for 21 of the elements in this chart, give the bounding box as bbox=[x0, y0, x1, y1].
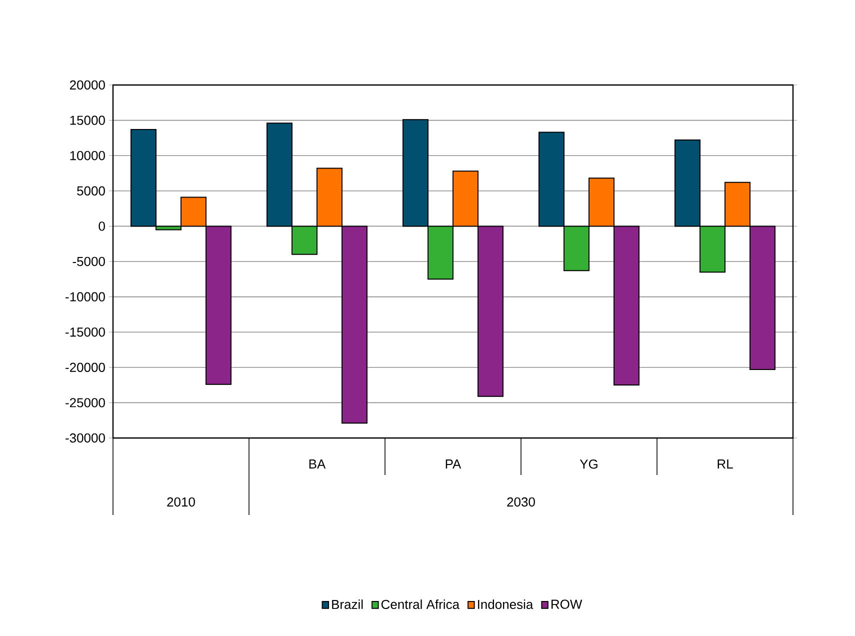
y-tick-label: -15000 bbox=[66, 327, 105, 337]
y-tick-label: -30000 bbox=[66, 433, 105, 443]
y-tick-label: 15000 bbox=[70, 116, 105, 125]
y-tick-label: 10000 bbox=[70, 150, 105, 160]
y-tick-label: 0 bbox=[98, 222, 105, 231]
y-tick-label: -10000 bbox=[66, 292, 105, 302]
text: 2030 bbox=[507, 497, 535, 507]
y-tick-label: 20000 bbox=[70, 80, 105, 90]
y-tick-label: -25000 bbox=[66, 398, 105, 408]
text: 2010 bbox=[167, 497, 195, 507]
x-tick-label: PA bbox=[446, 460, 462, 468]
y-tick-label: 5000 bbox=[77, 186, 105, 196]
x-tick-label: RL bbox=[718, 460, 733, 468]
x-tick-label: BA bbox=[309, 460, 326, 468]
legend-label: Indonesia bbox=[478, 599, 534, 610]
legend-label: Central Africa bbox=[381, 599, 460, 610]
legend-label: Brazil bbox=[332, 599, 363, 610]
legend-label: ROW bbox=[552, 600, 582, 609]
x-tick-label: YG bbox=[580, 460, 598, 469]
y-tick-label: -20000 bbox=[66, 362, 105, 372]
y-tick-label: -5000 bbox=[72, 256, 105, 266]
